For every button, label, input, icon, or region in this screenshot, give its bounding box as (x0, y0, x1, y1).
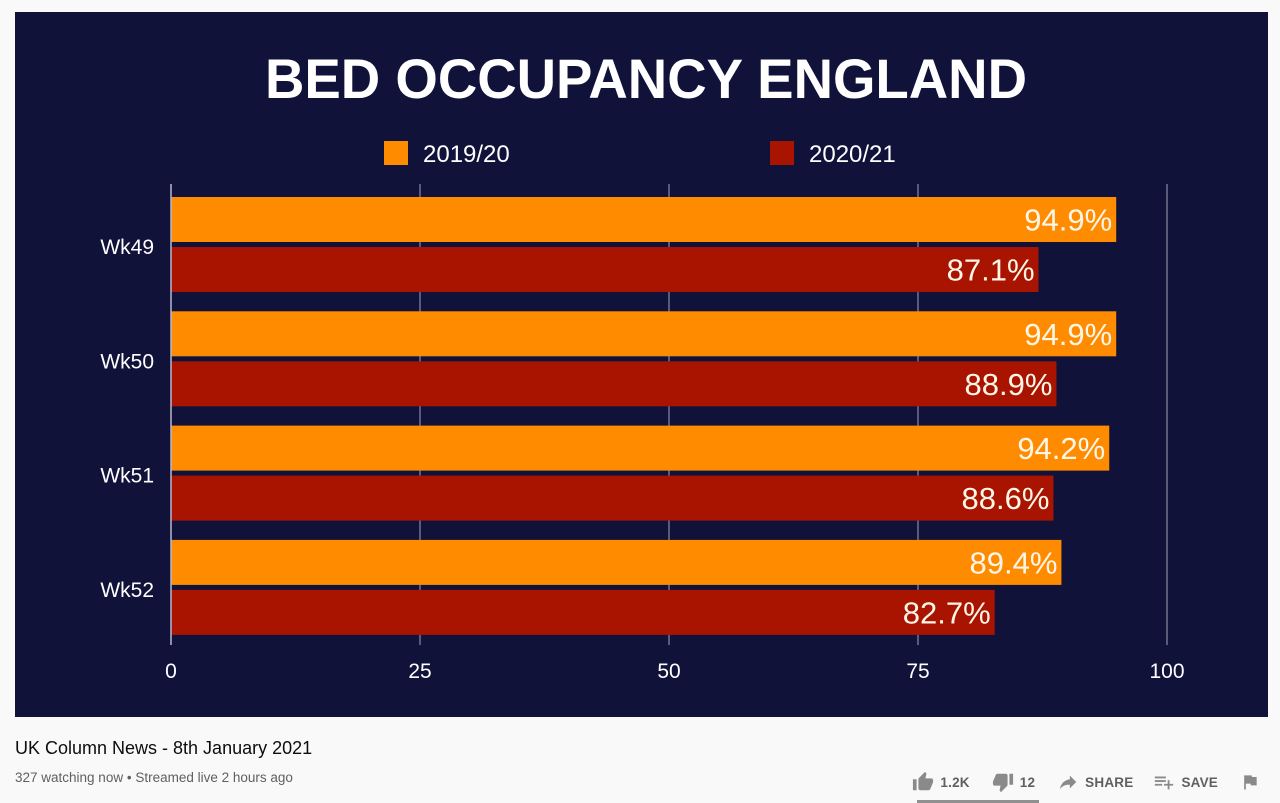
bar-value-label: 88.6% (962, 481, 1050, 516)
category-label: Wk50 (100, 350, 154, 373)
legend-swatch-1 (770, 141, 794, 165)
meta-separator: • (126, 770, 132, 785)
bar-value-label: 89.4% (970, 545, 1058, 580)
legend-label-1: 2020/21 (809, 141, 896, 168)
playlist-add-icon (1155, 776, 1174, 790)
x-tick-label: 75 (906, 660, 929, 683)
legend: 2019/20 2020/21 (384, 141, 896, 168)
video-actions: 1.2K 12 SHARE SAVE (912, 770, 1260, 794)
category-labels: Wk49 Wk50 Wk51 Wk52 (100, 236, 154, 602)
like-count: 1.2K (940, 774, 970, 790)
like-button[interactable]: 1.2K (912, 771, 970, 793)
chart-title: BED OCCUPANCY ENGLAND (265, 47, 1027, 110)
share-label: SHARE (1085, 774, 1134, 790)
bars: 94.9% 87.1% 94.9% 88.9% 94.2% 88.6% 89.4% 82.7% (171, 197, 1117, 635)
bar-value-label: 87.1% (947, 253, 1035, 288)
dislike-count: 12 (1019, 774, 1036, 790)
thumbs-down-icon (992, 773, 1013, 793)
legend-label-0: 2019/20 (423, 141, 510, 168)
bar-value-label: 94.9% (1024, 317, 1112, 352)
x-tick-labels: 0 25 50 75 100 (165, 660, 1184, 683)
category-label: Wk51 (100, 465, 154, 488)
sentiment-bar (917, 800, 1039, 803)
bar-value-label: 88.9% (965, 367, 1053, 402)
bar-wk52-1 (171, 589, 995, 635)
bed-occupancy-chart: BED OCCUPANCY ENGLAND 2019/20 2020/21 94.… (100, 47, 1184, 683)
x-tick-label: 100 (1149, 660, 1184, 683)
flag-icon (1244, 775, 1257, 790)
bar-value-label: 94.9% (1024, 203, 1112, 238)
video-meta: 327 watching now • Streamed live 2 hours… (15, 770, 293, 785)
watching-count: 327 watching now (15, 770, 124, 785)
streamed-time: Streamed live 2 hours ago (135, 770, 293, 785)
x-tick-label: 0 (165, 660, 177, 683)
dislike-button[interactable]: 12 (992, 771, 1035, 793)
category-label: Wk49 (100, 236, 154, 259)
share-arrow-icon (1059, 775, 1077, 790)
video-title: UK Column News - 8th January 2021 (15, 738, 313, 758)
legend-swatch-0 (384, 141, 408, 165)
bar-wk52-0 (171, 539, 1062, 585)
bar-wk51-1 (171, 475, 1054, 521)
bar-wk50-0 (171, 311, 1117, 357)
bar-value-label: 94.2% (1017, 431, 1105, 466)
share-button[interactable]: SHARE (1057, 771, 1133, 793)
save-button[interactable]: SAVE (1153, 771, 1218, 793)
x-tick-label: 25 (408, 660, 431, 683)
bar-value-label: 82.7% (903, 595, 991, 630)
save-label: SAVE (1181, 774, 1218, 790)
video-player[interactable]: BED OCCUPANCY ENGLAND 2019/20 2020/21 94.… (15, 12, 1268, 717)
category-label: Wk52 (100, 579, 154, 602)
bar-wk51-0 (171, 425, 1110, 471)
report-button[interactable] (1240, 772, 1260, 792)
bar-wk50-1 (171, 361, 1057, 407)
x-tick-label: 50 (657, 660, 680, 683)
bar-wk49-0 (171, 197, 1117, 242)
bar-wk49-1 (171, 247, 1039, 292)
thumbs-up-icon (913, 771, 934, 791)
